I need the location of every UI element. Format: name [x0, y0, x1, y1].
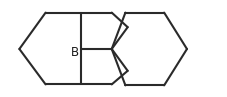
Text: B: B — [71, 46, 79, 59]
